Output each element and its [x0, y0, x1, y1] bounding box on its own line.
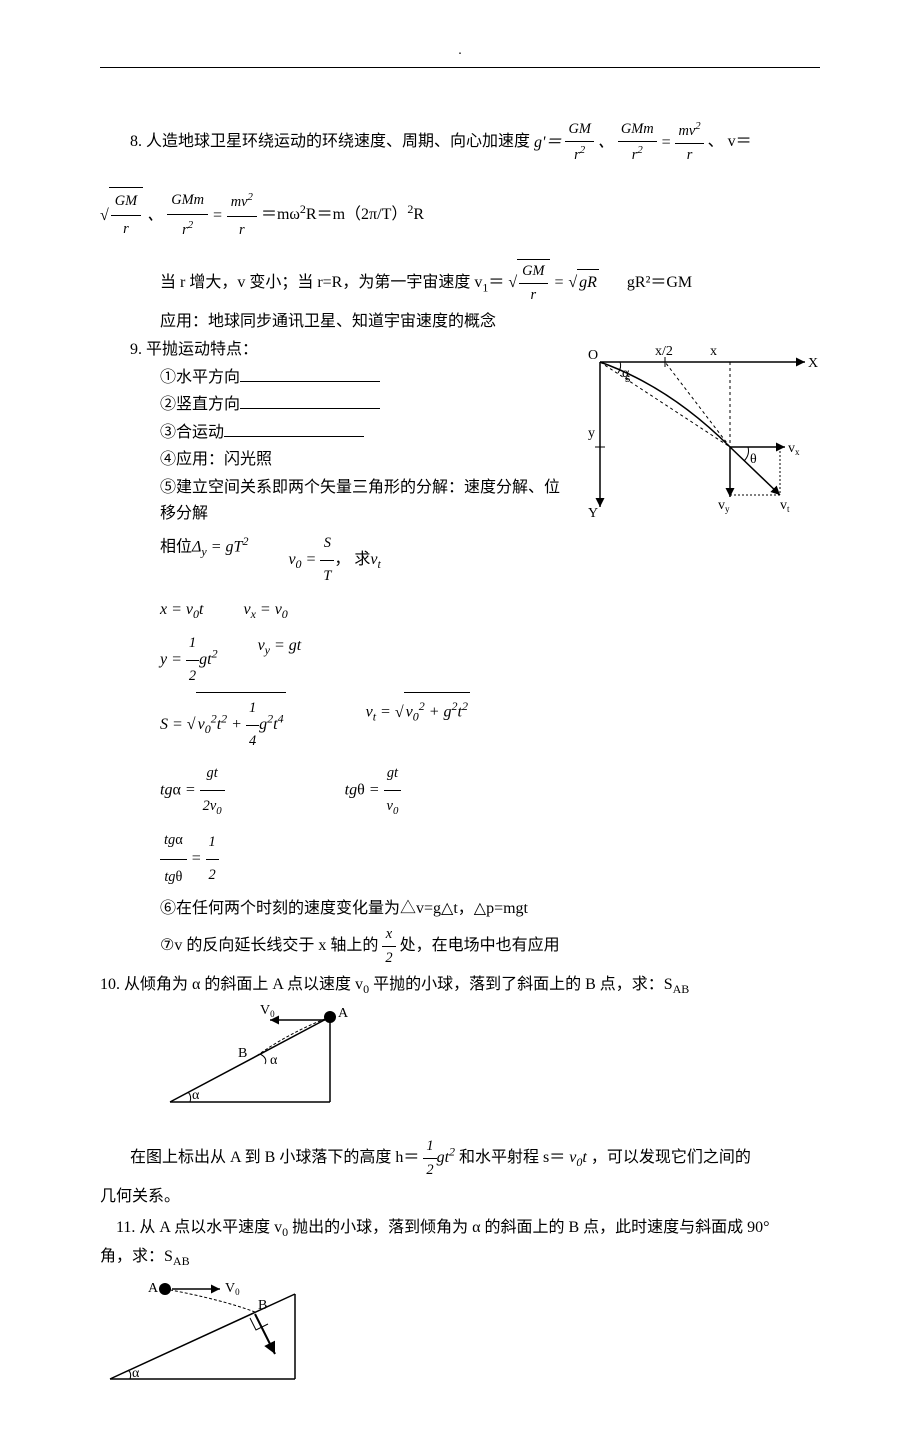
d11-alpha: α: [132, 1366, 140, 1381]
q10-tc: 在图上标出从 A 到 B 小球落下的高度 h＝: [130, 1149, 419, 1166]
sub1: 1: [482, 281, 488, 295]
q8-app: 应用：地球同步通讯卫星、知道宇宙速度的概念: [160, 313, 496, 330]
eq-v0: v0 = ST， 求vt: [288, 528, 380, 592]
gm: GM: [568, 121, 590, 137]
eq-tgth: tgθ = gtv0: [345, 758, 402, 823]
q8-line4: 应用：地球同步通讯卫星、知道宇宙速度的概念: [100, 309, 820, 335]
ab: AB: [673, 982, 690, 996]
eq-S: S = v02t2 + 14g2t4: [160, 692, 286, 757]
label-vy: vy: [718, 498, 730, 514]
eq-vy: vy = gt: [258, 628, 302, 692]
q10-tb: 平抛的小球，落到了斜面上的 B 点，求：S: [373, 976, 673, 993]
blank-1: [240, 365, 380, 382]
q10-td: 和水平射程 s＝: [459, 1149, 565, 1166]
d11-V0: V0: [225, 1281, 240, 1297]
header-dot: .: [100, 40, 820, 62]
eq-phase: 相位Δy = gT2: [160, 528, 248, 592]
projectile-diagram: X O Y s α x/2 x y vx: [570, 337, 820, 536]
label-vt: vt: [780, 498, 790, 514]
q8-v-eq: 、 v＝: [708, 134, 752, 151]
label-Y: Y: [588, 506, 598, 521]
q9-num: 9.: [130, 341, 142, 358]
diagram-10: A V0 B α α: [100, 1002, 820, 1121]
label-x: x: [710, 344, 717, 359]
label-y: y: [588, 426, 595, 441]
d11-A: A: [148, 1281, 159, 1296]
q11-tc: 角，求：S: [100, 1248, 173, 1265]
q9-i7: ⑦v 的反向延长线交于 x 轴上的 x2 处，在电场中也有应用: [100, 923, 820, 970]
r-text: R＝m（2π/T）: [306, 207, 407, 224]
q11-tb: 抛出的小球，落到倾角为 α 的斜面上的 B 点，此时速度与斜面成 90°: [292, 1219, 769, 1236]
blank-3: [224, 420, 364, 437]
eq-tga: tgα = gt2v0: [160, 758, 225, 823]
d10-V0: V0: [260, 1003, 275, 1019]
q11-line2: 角，求：SAB: [100, 1244, 820, 1271]
q11-num: 11.: [116, 1219, 135, 1236]
label-X: X: [808, 356, 818, 371]
i1-text: ①水平方向: [160, 369, 240, 386]
q8-formula-1: g'＝ GMr2 、 GMmr2 = mv2r: [534, 134, 708, 151]
i7b: 处，在电场中也有应用: [400, 937, 560, 954]
q10-line3: 几何关系。: [100, 1184, 820, 1210]
label-theta: θ: [750, 452, 757, 467]
i7a: ⑦v 的反向延长线交于 x 轴上的: [160, 937, 378, 954]
label-x2: x/2: [655, 344, 673, 359]
d10-alpha: α: [192, 1088, 200, 1103]
q10-line1: 10. 从倾角为 α 的斜面上 A 点以速度 v0 平抛的小球，落到了斜面上的 …: [100, 972, 820, 999]
q8-omega: ＝mω: [261, 207, 300, 224]
g-prime: g': [534, 134, 545, 151]
i2-text: ②竖直方向: [160, 396, 240, 413]
eq-vt: vt = v02 + g2t2: [366, 692, 470, 757]
q8-line1: 8. 人造地球卫星环绕运动的环绕速度、周期、向心加速度 g'＝ GMr2 、 G…: [100, 118, 820, 167]
q9-equations: 相位Δy = gT2 v0 = ST， 求vt x = v0t vx = v0 …: [100, 528, 820, 895]
diagram-svg: X O Y s α x/2 x y vx: [570, 337, 820, 527]
q10-line2: 在图上标出从 A 到 B 小球落下的高度 h＝ 12gt2 和水平射程 s＝ v…: [100, 1135, 820, 1182]
q11-ta: 从 A 点以水平速度 v: [139, 1219, 282, 1236]
r2: R: [413, 207, 424, 224]
q10-te: ，可以发现它们之间的: [591, 1149, 751, 1166]
q10-ta: 从倾角为 α 的斜面上 A 点以速度 v: [124, 976, 363, 993]
gr: gR: [577, 269, 599, 296]
diagram-11: A V0 B α: [100, 1274, 820, 1398]
q11-ab: AB: [173, 1254, 190, 1268]
eq-ratio: tgαtgθ = 12: [160, 823, 820, 895]
mv2: mv: [678, 123, 695, 139]
d10-B: B: [238, 1046, 247, 1061]
d10-A: A: [338, 1006, 349, 1021]
gmm: GMm: [621, 121, 654, 137]
q8-text-a: 人造地球卫星环绕运动的环绕速度、周期、向心加速度: [146, 134, 530, 151]
label-alpha: α: [622, 366, 630, 381]
q9-title-text: 平抛运动特点：: [146, 341, 258, 358]
d10-alpha2: α: [270, 1053, 278, 1068]
q9-i6: ⑥在任何两个时刻的速度变化量为△v=g△t，△p=mgt: [100, 896, 820, 922]
d11-B: B: [258, 1298, 267, 1313]
blank-2: [240, 392, 380, 409]
content: 8. 人造地球卫星环绕运动的环绕速度、周期、向心加速度 g'＝ GMr2 、 G…: [100, 118, 820, 1397]
eq-y: y = 12gt2: [160, 628, 218, 692]
q8-line2: GMr 、 GMmr2 = mv2r ＝mω2R＝m（2π/T）2R: [100, 187, 820, 244]
header-rule: [100, 67, 820, 68]
when-r: 当 r 增大，v 变小；当 r=R，为第一宇宙速度 v: [160, 274, 482, 291]
q8-line3: 当 r 增大，v 变小；当 r=R，为第一宇宙速度 v1＝ GMr = gR g…: [100, 259, 820, 307]
q8-num: 8.: [130, 134, 142, 151]
gr2gm: gR²＝GM: [627, 274, 692, 291]
i3-text: ③合运动: [160, 424, 224, 441]
q10-num: 10.: [100, 976, 120, 993]
label-O: O: [588, 348, 598, 363]
q11-line1: 11. 从 A 点以水平速度 v0 抛出的小球，落到倾角为 α 的斜面上的 B …: [100, 1215, 820, 1242]
eq-x: x = v0t: [160, 592, 203, 628]
label-vx: vx: [788, 441, 800, 457]
eq-vx: vx = v0: [243, 592, 287, 628]
